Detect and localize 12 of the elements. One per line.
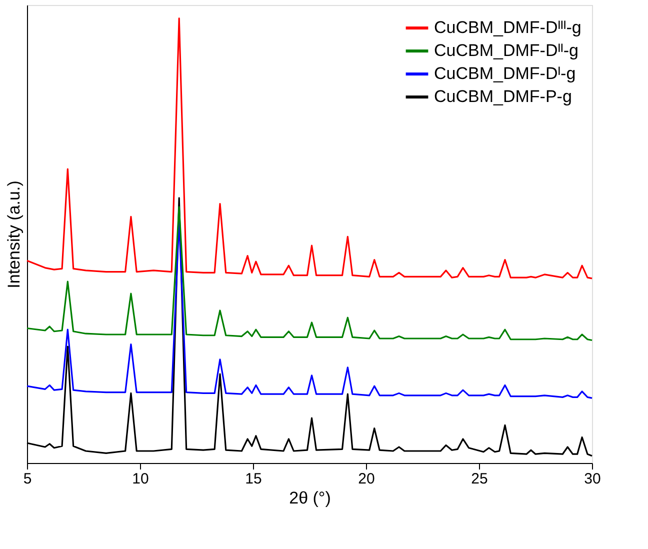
x-tick-label: 5	[23, 470, 32, 488]
x-tick-label: 15	[245, 470, 262, 488]
x-tick-label: 25	[471, 470, 488, 488]
x-tick-label: 30	[584, 470, 601, 488]
legend-label: CuCBM_DMF-Dᴵᴵ-g	[434, 41, 579, 60]
x-tick-label: 20	[358, 470, 375, 488]
legend-label: CuCBM_DMF-Dᴵᴵᴵ-g	[434, 18, 582, 37]
x-axis-title: 2θ (°)	[289, 488, 331, 508]
y-axis-title: Intensity (a.u.)	[4, 180, 24, 288]
x-tick-label: 10	[132, 470, 149, 488]
legend-label: CuCBM_DMF-P-g	[434, 87, 572, 106]
legend-label: CuCBM_DMF-Dᴵ-g	[434, 64, 576, 83]
